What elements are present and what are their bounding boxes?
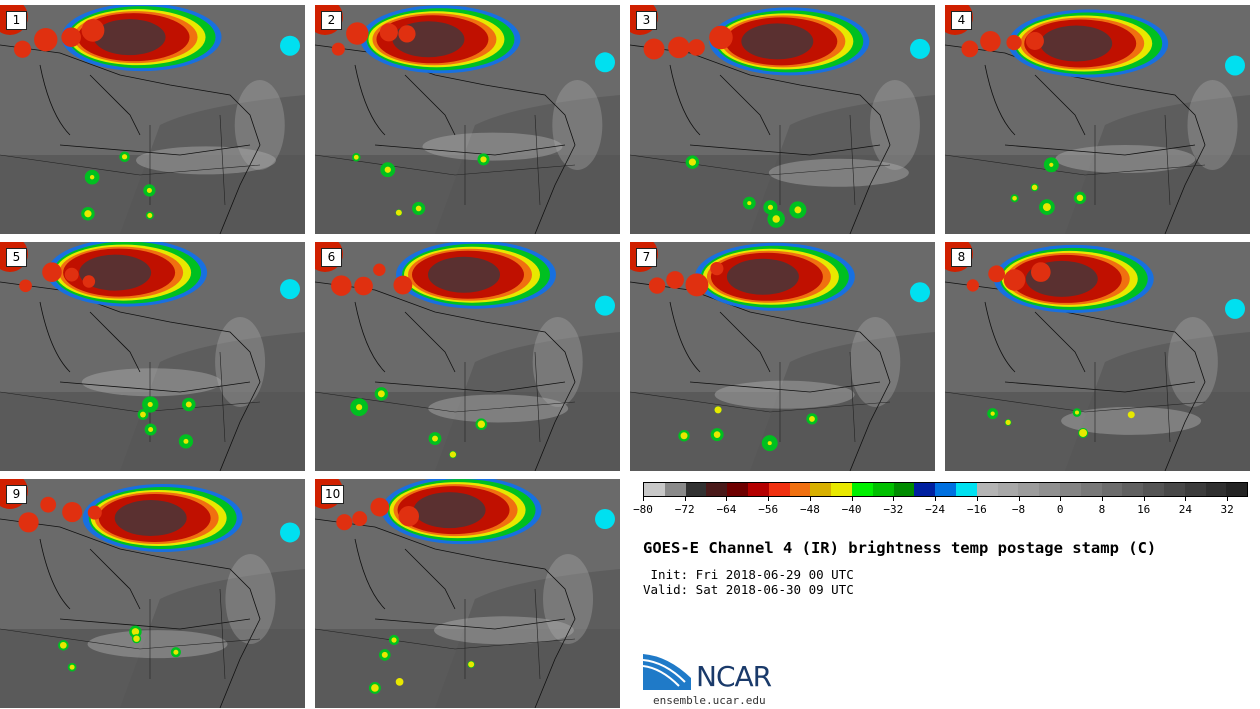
panel-number-label: 4 — [951, 11, 972, 30]
colorbar-tick — [976, 497, 978, 501]
postage-stamp-panel: 5 — [0, 242, 305, 471]
colorbar-cell — [851, 483, 873, 496]
colorbar-tick-label: 0 — [1056, 503, 1064, 516]
panel-number-label: 10 — [321, 485, 345, 504]
colorbar-cell — [644, 483, 665, 496]
colorbar-tick — [1185, 497, 1187, 501]
postage-stamp-panel: 6 — [315, 242, 620, 471]
colorbar-cell — [1080, 483, 1102, 496]
colorbar-cell — [914, 483, 936, 496]
colorbar-cell — [685, 483, 707, 496]
colorbar-tick-label: 32 — [1220, 503, 1234, 516]
panel-number-label: 9 — [6, 485, 27, 504]
colorbar-tick — [643, 497, 644, 501]
site-url: ensemble.ucar.edu — [653, 694, 766, 707]
panel-number-label: 7 — [636, 248, 657, 267]
colorbar-tick-label: 16 — [1137, 503, 1151, 516]
postage-stamp-panel: 1 — [0, 5, 305, 234]
colorbar-tick-label: 8 — [1098, 503, 1106, 516]
colorbar-cell — [831, 483, 852, 496]
panel-number-label: 3 — [636, 11, 657, 30]
colorbar-cell — [872, 483, 894, 496]
colorbar-tick — [893, 497, 895, 501]
colorbar-cell — [1226, 483, 1248, 496]
panel-number-label: 5 — [6, 248, 27, 267]
colorbar-tick-label: −72 — [674, 503, 695, 516]
colorbar-tick — [1143, 497, 1145, 501]
colorbar-cell — [976, 483, 998, 496]
colorbar-tick — [809, 497, 811, 501]
colorbar-cell — [1059, 483, 1081, 496]
postage-stamp-panel: 8 — [945, 242, 1250, 471]
colorbar-cell — [810, 483, 832, 496]
postage-stamp-panel: 10 — [315, 479, 620, 708]
colorbar-tick — [768, 497, 770, 501]
colorbar-cell — [1018, 483, 1040, 496]
postage-stamp-panel: 9 — [0, 479, 305, 708]
postage-stamp-panel: 7 — [630, 242, 935, 471]
colorbar-tick-label: −32 — [883, 503, 904, 516]
colorbar-tick — [935, 497, 937, 501]
colorbar-cell — [1039, 483, 1060, 496]
colorbar-tick — [1060, 497, 1062, 501]
colorbar-tick — [1101, 497, 1103, 501]
colorbar-cell — [955, 483, 977, 496]
colorbar-tick — [684, 497, 686, 501]
colorbar-cell — [1205, 483, 1227, 496]
colorbar-cell — [747, 483, 769, 496]
colorbar — [643, 482, 1248, 497]
colorbar-tick-label: −16 — [966, 503, 987, 516]
colorbar-cell — [893, 483, 915, 496]
colorbar-cell — [727, 483, 748, 496]
colorbar-tick-label: −24 — [925, 503, 945, 516]
ncar-logo-text: NCAR — [696, 660, 772, 693]
postage-stamp-panel: 2 — [315, 5, 620, 234]
colorbar-cell — [706, 483, 728, 496]
colorbar-cell — [768, 483, 790, 496]
colorbar-tick-label: −80 — [633, 503, 653, 516]
colorbar-tick — [1227, 497, 1229, 501]
postage-stamp-panel: 3 — [630, 5, 935, 234]
colorbar-tick — [1018, 497, 1020, 501]
colorbar-tick-label: −8 — [1011, 503, 1026, 516]
colorbar-tick-label: −56 — [758, 503, 779, 516]
colorbar-tick-label: −40 — [841, 503, 862, 516]
colorbar-cell — [1101, 483, 1123, 496]
panel-number-label: 1 — [6, 11, 27, 30]
colorbar-tick-label: −64 — [716, 503, 737, 516]
colorbar-cell — [1122, 483, 1144, 496]
panel-number-label: 8 — [951, 248, 972, 267]
colorbar-cell — [1163, 483, 1185, 496]
colorbar-cell — [789, 483, 811, 496]
init-time: Init: Fri 2018-06-29 00 UTC — [643, 567, 854, 582]
colorbar-ticks: −80 −72 −64 −56 −48 −40 −32 −24 −16 −8 0 8 16 24 32 — [633, 497, 1248, 519]
colorbar-cell — [935, 483, 956, 496]
figure-title: GOES-E Channel 4 (IR) brightness temp po… — [643, 539, 1157, 557]
colorbar-tick-label: 24 — [1178, 503, 1193, 516]
colorbar-tick — [726, 497, 728, 501]
colorbar-cell — [997, 483, 1019, 496]
colorbar-cell — [1184, 483, 1206, 496]
panel-number-label: 2 — [321, 11, 342, 30]
colorbar-cell — [664, 483, 686, 496]
ncar-logo-icon — [643, 654, 691, 690]
colorbar-tick — [851, 497, 853, 501]
panel-number-label: 6 — [321, 248, 342, 267]
colorbar-tick-label: −48 — [799, 503, 820, 516]
postage-stamp-panel: 4 — [945, 5, 1250, 234]
valid-time: Valid: Sat 2018-06-30 09 UTC — [643, 582, 854, 597]
colorbar-cell — [1143, 483, 1164, 496]
